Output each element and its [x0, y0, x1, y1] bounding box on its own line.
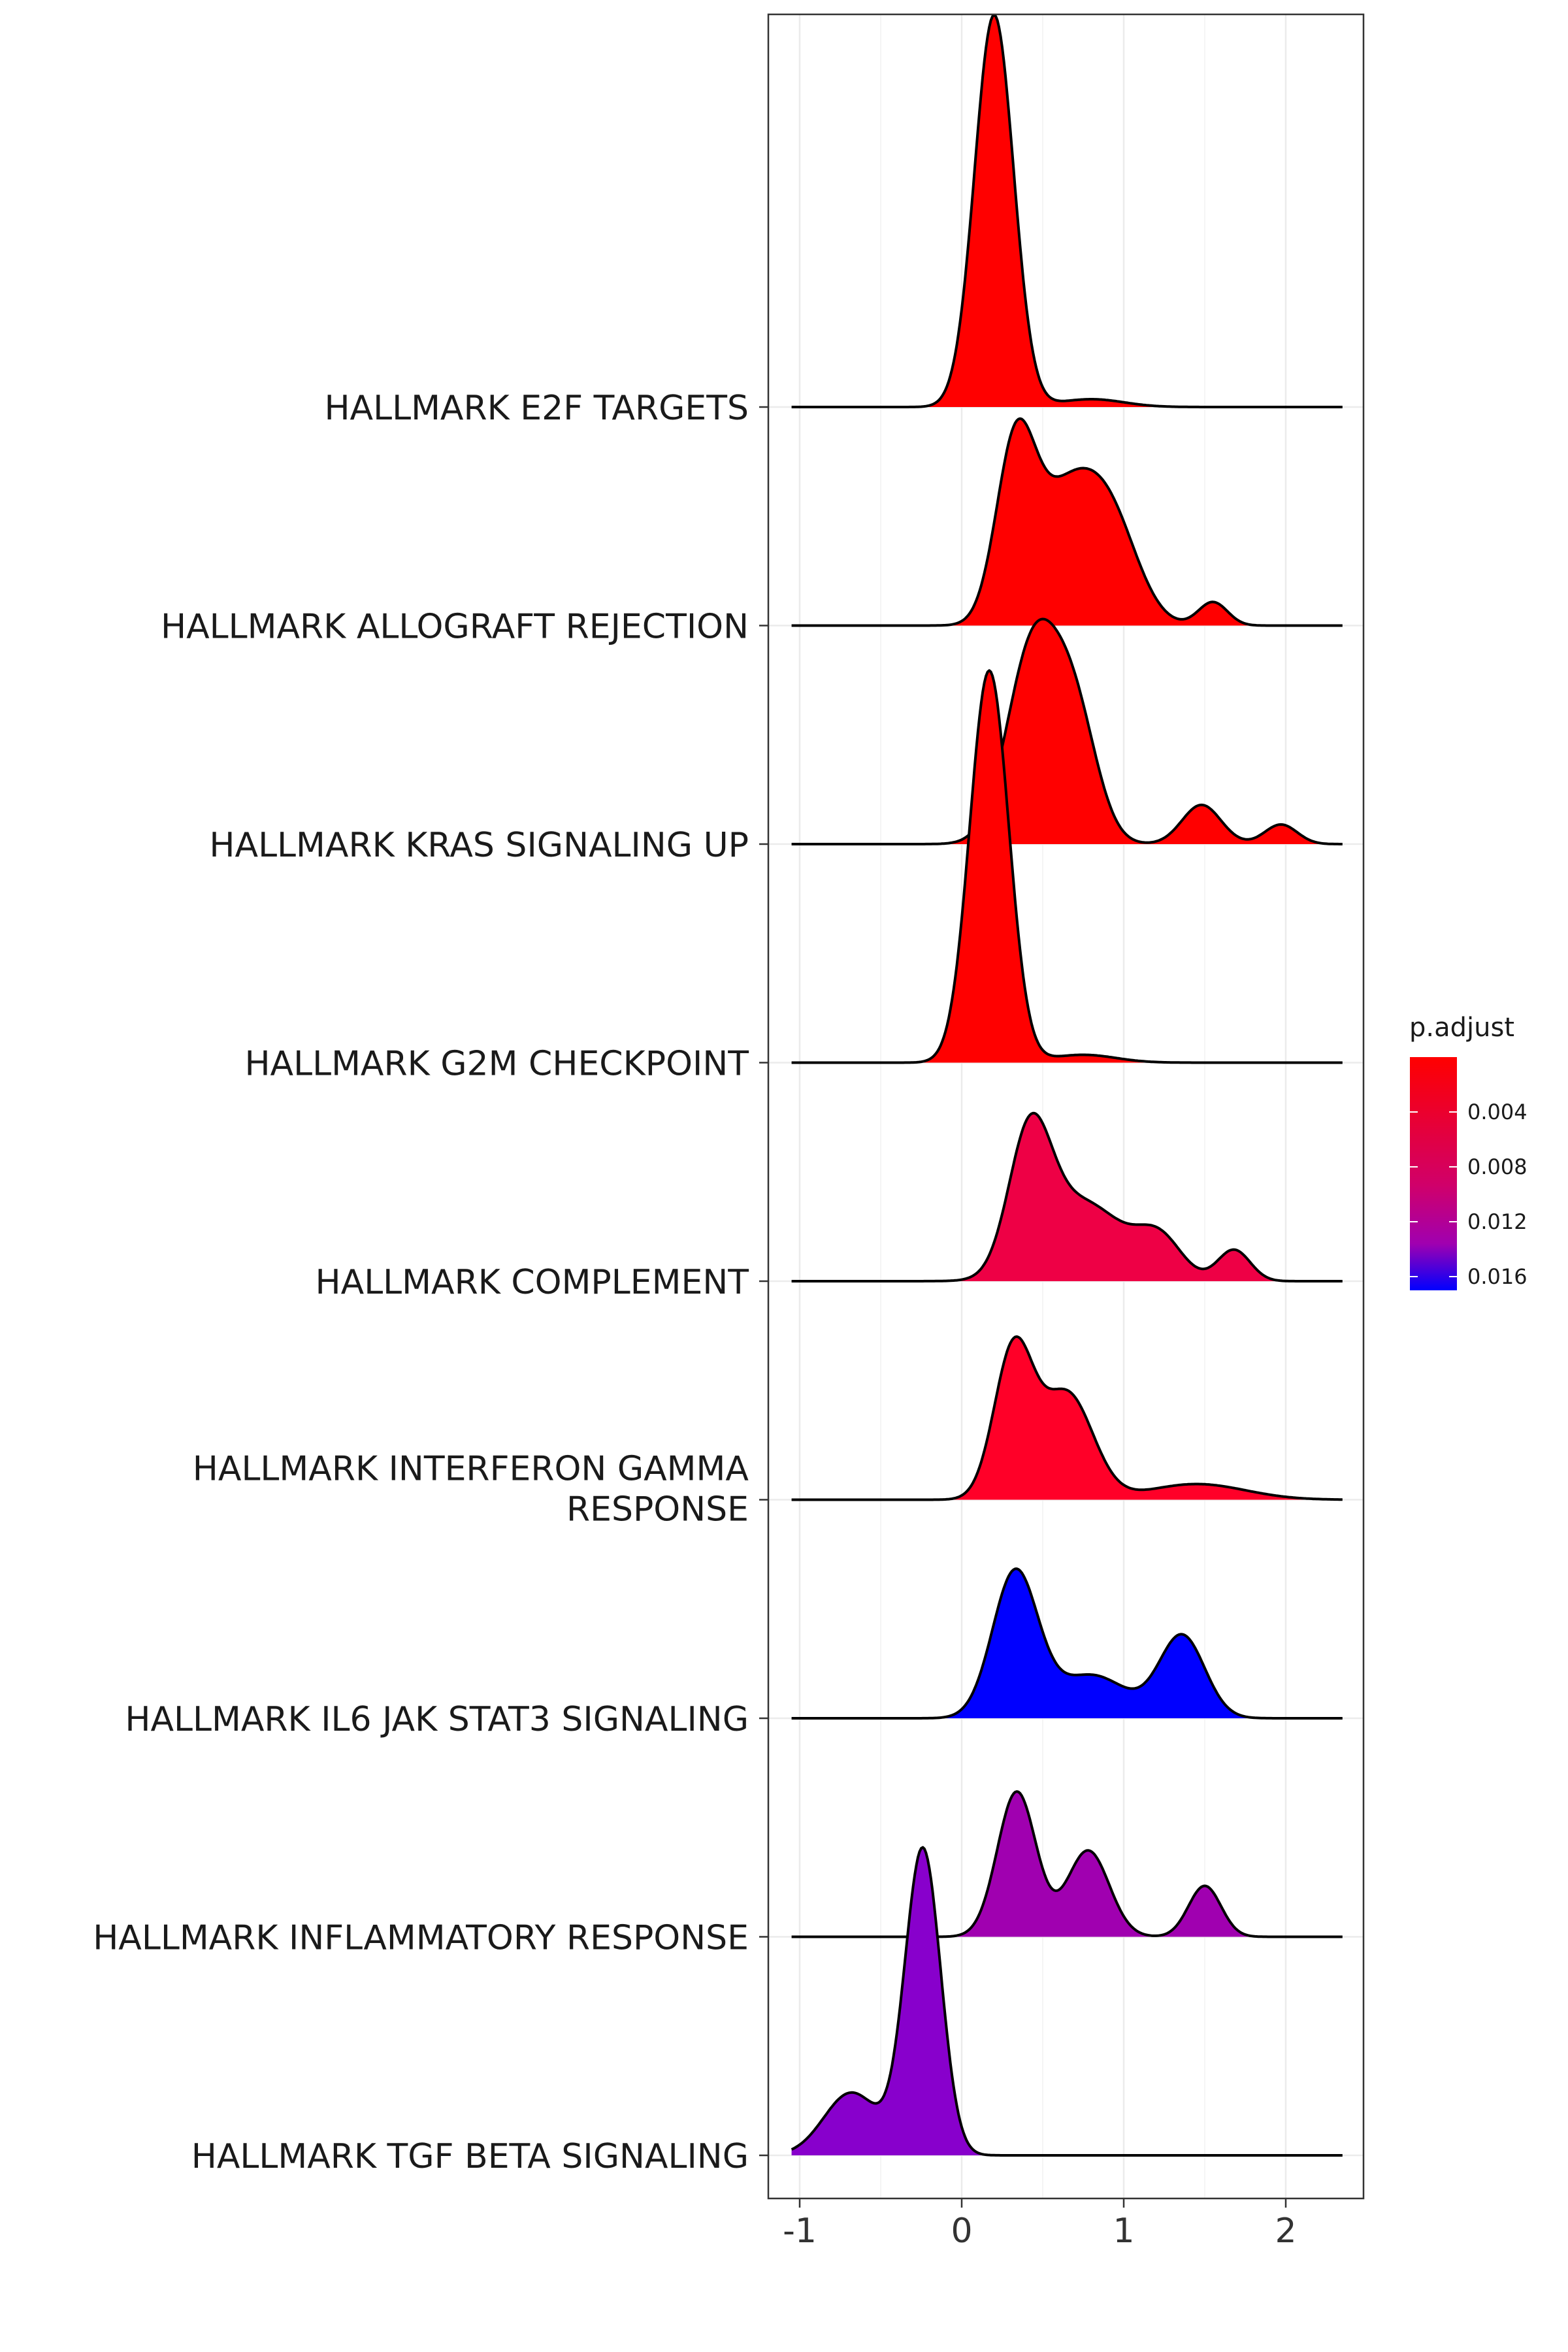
ridge-1	[791, 417, 1343, 627]
legend-tick-label: 0.004	[1467, 1100, 1527, 1124]
ridge-2	[791, 617, 1343, 845]
ridge-outline	[791, 617, 1343, 845]
legend-tick-label: 0.016	[1467, 1264, 1527, 1289]
ridge-outline	[791, 13, 1343, 408]
legend-title: p.adjust	[1409, 1013, 1514, 1043]
ridge-fill	[791, 1569, 1343, 1718]
x-tick-label: 2	[1275, 2212, 1296, 2251]
x-tick-label: 1	[1113, 2212, 1134, 2251]
y-axis-label: HALLMARK TGF BETA SIGNALING	[191, 2137, 749, 2176]
x-tick-label: -1	[783, 2212, 817, 2251]
y-axis-label: HALLMARK E2F TARGETS	[324, 389, 749, 428]
ridge-8	[791, 1846, 1343, 2157]
legend-tick-label: 0.008	[1467, 1154, 1527, 1179]
y-axis-label: HALLMARK COMPLEMENT	[316, 1263, 749, 1302]
ridge-outline	[791, 1567, 1343, 1720]
ridge-5	[791, 1335, 1343, 1501]
ridge-fill	[791, 619, 1343, 844]
y-axis-label-line: RESPONSE	[566, 1490, 749, 1529]
ridge-fill	[791, 1791, 1343, 1937]
ridge-fill	[791, 1336, 1343, 1500]
ridge-6	[791, 1567, 1343, 1720]
y-axis-label: HALLMARK KRAS SIGNALING UP	[209, 826, 749, 865]
panel-border	[767, 13, 1365, 2200]
color-legend: p.adjust 0.004 0.008 0.012 0.016	[1409, 1013, 1527, 1290]
y-axis-label: HALLMARK INFLAMMATORY RESPONSE	[93, 1919, 749, 1958]
legend-colorbar	[1410, 1057, 1457, 1290]
ridge-4	[791, 1111, 1343, 1282]
ridge-outline	[791, 1790, 1343, 1938]
ridge-outline	[791, 417, 1343, 627]
ridge-3	[791, 669, 1343, 1064]
y-axis-label: HALLMARK ALLOGRAFT REJECTION	[161, 608, 749, 647]
x-axis: -1 0 1 2	[783, 2198, 1297, 2251]
ridge-outline	[791, 1335, 1343, 1501]
y-axis-label: HALLMARK IL6 JAK STAT3 SIGNALING	[125, 1700, 749, 1739]
y-axis-label: HALLMARK G2M CHECKPOINT	[244, 1045, 749, 1084]
y-axis-label-line: HALLMARK INTERFERON GAMMA	[193, 1450, 749, 1489]
ridge-outline	[791, 1111, 1343, 1282]
ridge-outline	[791, 669, 1343, 1064]
legend-tick-label: 0.012	[1467, 1209, 1527, 1234]
ridge-0	[791, 13, 1343, 408]
ridge-series	[791, 13, 1343, 2157]
ridge-fill	[791, 418, 1343, 626]
ridge-fill	[791, 1113, 1343, 1281]
ridge-7	[791, 1790, 1343, 1938]
ridge-outline	[791, 1846, 1343, 2157]
x-tick-label: 0	[951, 2212, 972, 2251]
ridge-fill	[791, 1847, 1343, 2155]
y-axis-label: HALLMARK INTERFERON GAMMA RESPONSE	[193, 1450, 749, 1529]
y-axis-labels: HALLMARK E2F TARGETS HALLMARK ALLOGRAFT R…	[93, 389, 768, 2176]
